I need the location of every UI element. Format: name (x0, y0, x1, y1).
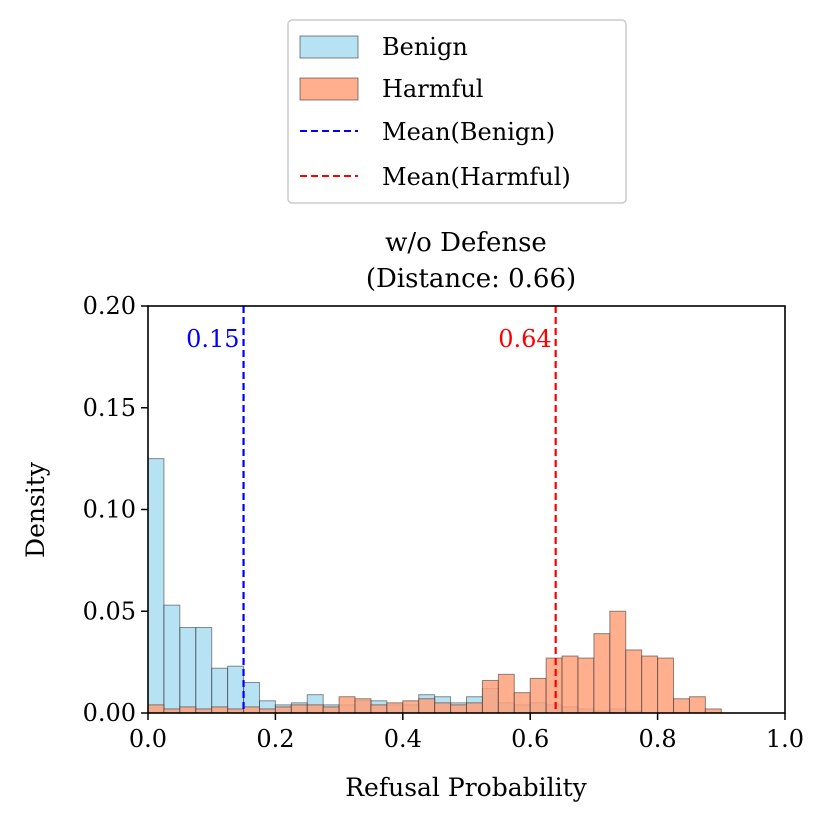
bar-harmful-31 (641, 655, 659, 714)
bar-harmful-29 (609, 610, 627, 714)
legend-label-harmful: Harmful (382, 75, 483, 103)
bar-harmful-28 (593, 633, 611, 714)
bar-harmful-22 (497, 673, 515, 714)
bar-harmful-14 (370, 704, 388, 714)
bar-harmful-20 (466, 702, 483, 714)
bar-harmful-24 (529, 677, 547, 714)
bar-harmful-15 (386, 702, 404, 714)
legend-swatch-benign (299, 35, 359, 59)
x-tick-label: 1.0 (766, 725, 804, 753)
bars-harmful (147, 610, 722, 714)
legend-swatch-harmful (299, 77, 359, 101)
bar-harmful-26 (561, 655, 579, 714)
chart-subtitle: (Distance: 0.66) (366, 264, 576, 294)
legend-label-mean-benign: Mean(Benign) (382, 118, 555, 146)
bar-harmful-21 (481, 679, 499, 714)
legend-frame (287, 19, 627, 204)
chart-title: w/o Defense (385, 228, 547, 258)
bar-harmful-11 (322, 706, 340, 714)
legend-label-benign: Benign (382, 33, 468, 61)
bar-harmful-9 (290, 704, 308, 714)
legend: Benign Harmful Mean(Benign) Mean(Harmful… (287, 19, 627, 204)
bar-harmful-10 (306, 704, 324, 714)
bar-harmful-34 (688, 696, 706, 714)
bar-benign-3 (195, 627, 213, 714)
bar-harmful-0 (147, 704, 165, 714)
bar-benign-0 (147, 458, 165, 714)
x-tick-label: 0.8 (639, 725, 677, 753)
bar-harmful-16 (402, 700, 420, 714)
bar-benign-4 (211, 667, 229, 714)
y-axis-ticks: 0.00 0.05 0.10 0.15 0.20 (83, 292, 148, 727)
y-tick-label: 0.15 (83, 394, 136, 422)
mean-lines: 0.15 0.64 (186, 306, 557, 713)
x-tick-label: 0.0 (129, 725, 167, 753)
bar-benign-1 (163, 604, 181, 714)
bar-benign-2 (179, 627, 197, 714)
bar-harmful-23 (513, 692, 531, 714)
x-axis-ticks: 0.0 0.2 0.4 0.6 0.8 1.0 (129, 713, 804, 753)
x-axis-label: Refusal Probability (345, 773, 587, 802)
bar-harmful-6 (243, 706, 260, 714)
mean-label-harmful: 0.64 (498, 325, 551, 353)
y-axis-label: Density (21, 461, 50, 558)
bar-benign-5 (227, 665, 245, 714)
bar-harmful-25 (545, 657, 563, 714)
bar-harmful-18 (434, 702, 452, 714)
bar-harmful-13 (354, 698, 372, 714)
bar-harmful-30 (625, 649, 643, 714)
x-tick-label: 0.6 (511, 725, 549, 753)
bar-harmful-32 (657, 657, 675, 714)
y-tick-label: 0.20 (83, 292, 136, 320)
bar-harmful-33 (673, 698, 690, 714)
legend-label-mean-harmful: Mean(Harmful) (382, 163, 571, 191)
bar-harmful-17 (418, 698, 436, 714)
bar-harmful-4 (211, 706, 229, 714)
bar-harmful-2 (179, 706, 197, 714)
y-tick-label: 0.05 (83, 597, 136, 625)
bar-harmful-8 (274, 706, 292, 714)
mean-label-benign: 0.15 (186, 325, 239, 353)
x-tick-label: 0.2 (256, 725, 294, 753)
x-tick-label: 0.4 (384, 725, 422, 753)
bar-harmful-27 (577, 657, 595, 714)
bar-harmful-19 (450, 704, 468, 714)
y-tick-label: 0.00 (83, 699, 136, 727)
y-tick-label: 0.10 (83, 496, 136, 524)
bar-harmful-12 (338, 696, 356, 714)
